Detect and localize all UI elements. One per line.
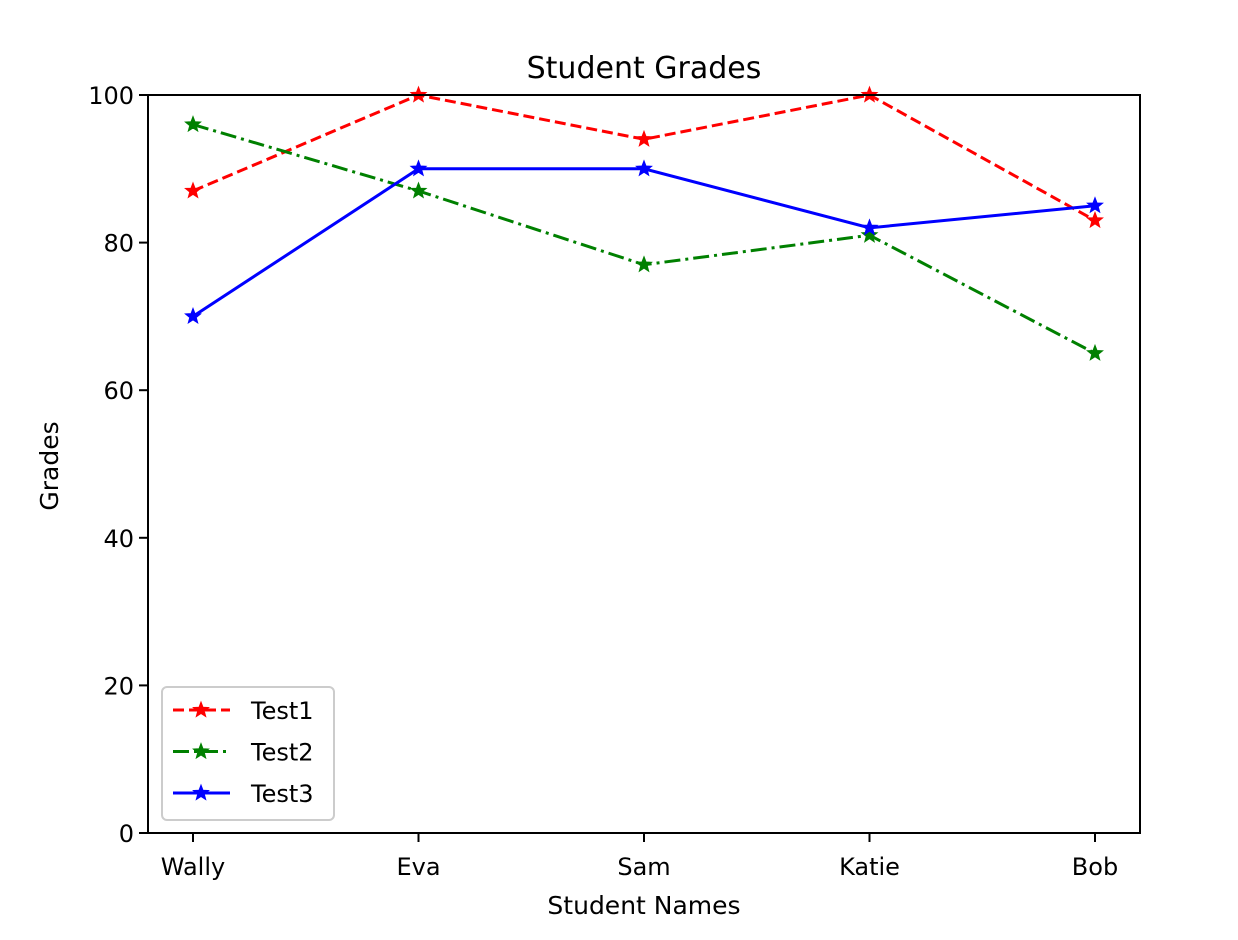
data-point-test2	[1086, 343, 1104, 361]
x-tick-label: Sam	[617, 853, 670, 881]
y-tick-label: 0	[119, 820, 134, 848]
legend-label: Test2	[250, 739, 314, 767]
data-point-test2	[409, 181, 428, 199]
legend-box	[161, 686, 335, 821]
series-line-test1	[192, 93, 1096, 222]
legend-marker-test3	[192, 783, 210, 801]
x-tick-label: Eva	[396, 853, 440, 881]
y-tick-label: 40	[103, 525, 134, 553]
x-axis-title: Student Names	[547, 891, 740, 920]
data-point-test3	[1086, 196, 1104, 214]
legend: Test1 Test2 Test3	[161, 686, 335, 821]
x-tick-label: Bob	[1072, 853, 1118, 881]
chart-title: Student Grades	[527, 51, 762, 86]
data-point-test1	[1086, 211, 1104, 229]
series-line-test3	[192, 167, 1096, 318]
y-tick-label: 60	[103, 377, 134, 405]
plot-area	[184, 85, 1104, 361]
legend-label: Test3	[250, 780, 314, 808]
data-point-test1	[635, 129, 653, 147]
y-axis: 0 20 40 60 80 100	[88, 82, 148, 848]
x-axis: Wally Eva Sam Katie Bob	[161, 833, 1118, 881]
data-point-test3	[860, 218, 879, 236]
data-point-test1	[184, 181, 202, 199]
x-tick-label: Wally	[161, 853, 225, 881]
y-axis-title: Grades	[35, 421, 64, 510]
series-line-test2	[192, 123, 1096, 355]
x-tick-label: Katie	[839, 853, 900, 881]
data-point-test2	[635, 255, 653, 273]
y-tick-label: 100	[88, 82, 134, 110]
data-point-test2	[860, 225, 879, 243]
legend-marker-test1	[192, 700, 210, 718]
data-point-test3	[409, 159, 428, 177]
y-tick-label: 80	[103, 230, 134, 258]
data-point-test2	[184, 115, 202, 133]
data-point-test3	[635, 159, 653, 177]
y-tick-label: 20	[103, 672, 134, 700]
legend-marker-test2	[192, 742, 210, 760]
legend-label: Test1	[250, 697, 314, 725]
data-point-test3	[184, 306, 202, 325]
